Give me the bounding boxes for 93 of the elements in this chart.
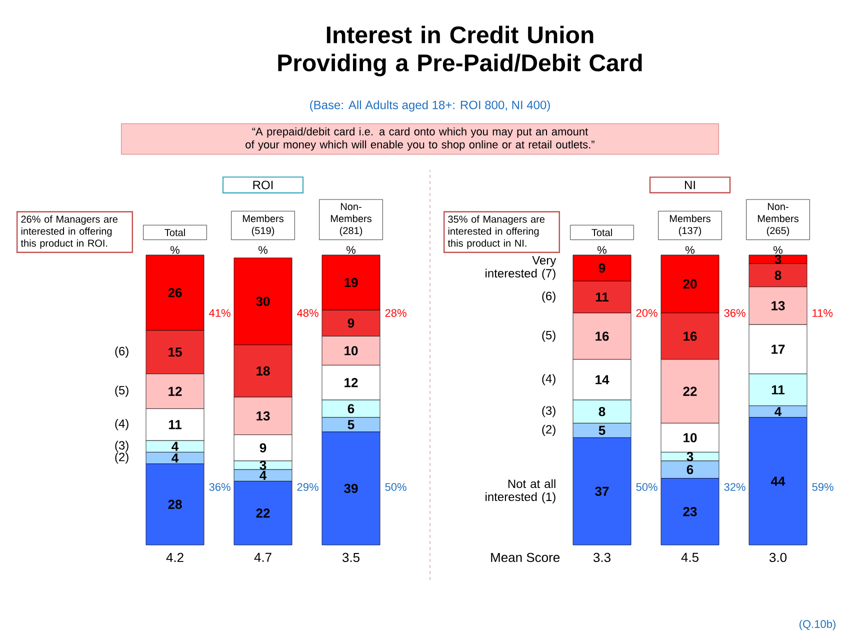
data-label: 19 bbox=[344, 278, 358, 288]
data-label: 9 bbox=[598, 263, 606, 273]
x-tick-label: Non-Members (265) bbox=[758, 203, 798, 236]
text: % bbox=[170, 246, 180, 254]
annotation: 28% bbox=[385, 309, 406, 317]
data-label: 4 bbox=[172, 454, 179, 462]
annotation: 36% bbox=[209, 483, 230, 491]
data-label: 6 bbox=[686, 464, 694, 474]
data-label: 4 bbox=[260, 470, 267, 480]
text: 4.2 bbox=[166, 552, 184, 562]
text: 35% of Managers are interested in offering this product in NI. bbox=[448, 215, 545, 249]
text: “A prepaid/debit card i.e. a card onto which you may put an amount of your money which will enable you to shop online or at retail outlets.” bbox=[246, 127, 594, 151]
annotation: 50% bbox=[636, 483, 658, 491]
series-label: (3) bbox=[115, 440, 128, 452]
x-tick-label: Total bbox=[164, 228, 185, 236]
x-tick-label: Members (137) bbox=[670, 214, 710, 236]
data-label: 44 bbox=[770, 476, 786, 486]
text: NI bbox=[684, 180, 695, 190]
series-label: Not at all interested (1) bbox=[486, 479, 556, 504]
data-label: 10 bbox=[344, 346, 358, 356]
series-label: Very interested (7) bbox=[486, 256, 556, 280]
annotation: 59% bbox=[812, 483, 834, 491]
annotation: 20% bbox=[636, 309, 658, 317]
data-label: 11 bbox=[596, 292, 609, 302]
data-label: 17 bbox=[772, 344, 785, 354]
data-label: 9 bbox=[260, 443, 266, 452]
data-label: 3 bbox=[686, 452, 694, 462]
data-label: 18 bbox=[256, 366, 270, 376]
data-label: 22 bbox=[256, 508, 270, 518]
data-label: 14 bbox=[596, 375, 610, 384]
text: 4.7 bbox=[254, 552, 272, 562]
annotation: 11% bbox=[812, 309, 833, 317]
data-label: 28 bbox=[168, 500, 182, 509]
text: % bbox=[598, 246, 606, 254]
data-label: 11 bbox=[168, 420, 182, 430]
text: 3.3 bbox=[593, 552, 610, 562]
data-label: 11 bbox=[772, 385, 785, 394]
data-label: 16 bbox=[596, 332, 609, 341]
data-label: 10 bbox=[684, 433, 697, 442]
data-label: 3 bbox=[260, 460, 266, 470]
text: % bbox=[258, 246, 268, 254]
data-label: 12 bbox=[168, 386, 182, 396]
annotation: 48% bbox=[297, 309, 318, 317]
annotation: 29% bbox=[297, 483, 318, 491]
series-label: (4) bbox=[115, 419, 128, 430]
text: 4.5 bbox=[681, 552, 698, 562]
text: (Base: All Adults aged 18+: ROI 800, NI 400) bbox=[310, 100, 550, 112]
series-label: (5) bbox=[115, 386, 128, 397]
series-label: (6) bbox=[115, 346, 128, 358]
data-label: 20 bbox=[683, 279, 697, 289]
y-axis-title: % bbox=[774, 246, 782, 254]
data-label: 16 bbox=[684, 332, 697, 341]
data-label: 8 bbox=[598, 406, 606, 416]
series-label: (5) bbox=[542, 330, 556, 342]
text: (Q.10b) bbox=[800, 620, 836, 630]
data-label: 39 bbox=[344, 484, 358, 494]
data-label: 4 bbox=[774, 407, 782, 416]
series-label: (6) bbox=[542, 291, 556, 303]
text: 3.5 bbox=[342, 552, 360, 562]
data-label: 22 bbox=[683, 386, 697, 396]
x-tick-label: Members (519) bbox=[242, 214, 284, 236]
data-label: 6 bbox=[348, 404, 354, 414]
data-label: 15 bbox=[168, 348, 182, 357]
text: % bbox=[686, 246, 694, 254]
x-tick-label: Non-Members (281) bbox=[330, 203, 372, 236]
data-label: 23 bbox=[683, 507, 697, 516]
data-label: 13 bbox=[772, 301, 785, 310]
annotation: 32% bbox=[724, 483, 746, 491]
x-tick-label: Total bbox=[592, 228, 612, 236]
data-label: 3 bbox=[774, 254, 782, 264]
data-label: 12 bbox=[344, 378, 358, 388]
series-label: (2) bbox=[115, 452, 128, 464]
series-label: (4) bbox=[542, 374, 556, 386]
annotation: 41% bbox=[209, 309, 230, 317]
series-label: (2) bbox=[542, 424, 556, 436]
data-label: 4 bbox=[172, 442, 179, 451]
text: 3.0 bbox=[769, 552, 787, 562]
data-label: 37 bbox=[595, 486, 609, 496]
data-label: 8 bbox=[774, 270, 782, 280]
annotation: 36% bbox=[724, 309, 746, 317]
data-label: 5 bbox=[348, 420, 354, 430]
series-label: (3) bbox=[542, 406, 556, 418]
text: Mean Score bbox=[491, 552, 560, 562]
data-label: 26 bbox=[168, 288, 182, 298]
data-label: 30 bbox=[256, 296, 270, 306]
text: Interest in Credit Union Providing a Pre-Paid/Debit Card bbox=[278, 26, 642, 76]
data-label: 13 bbox=[256, 411, 270, 421]
annotation: 50% bbox=[385, 483, 406, 491]
text: ROI bbox=[253, 180, 273, 190]
text: 26% of Managers are interested in offering this product in ROI. bbox=[20, 215, 118, 249]
y-axis-title: % bbox=[346, 246, 356, 254]
data-label: 5 bbox=[598, 426, 606, 435]
data-label: 9 bbox=[348, 318, 354, 328]
